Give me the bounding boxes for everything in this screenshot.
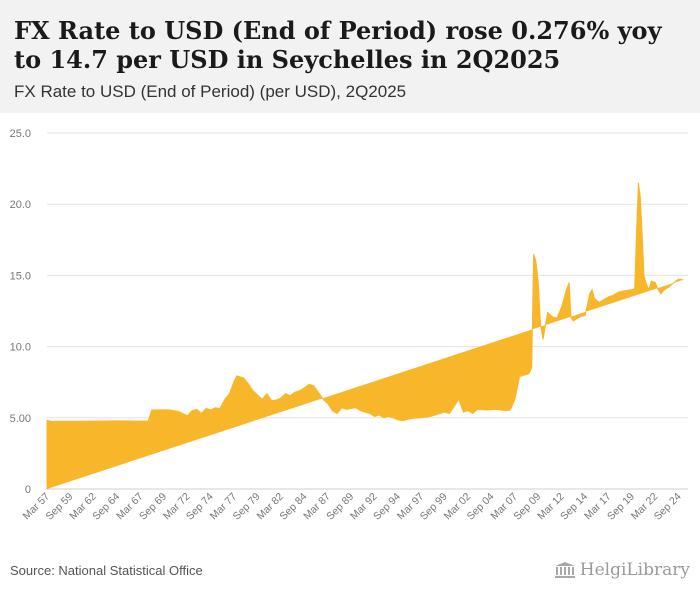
fx-rate-area-series <box>46 182 684 489</box>
y-tick-label: 0 <box>25 484 31 496</box>
y-tick-label: 25.0 <box>10 128 31 140</box>
chart-subtitle: FX Rate to USD (End of Period) (per USD)… <box>14 82 407 101</box>
logo-text: HelgiLibrary <box>579 560 690 580</box>
y-tick-label: 15.0 <box>10 270 31 282</box>
y-tick-label: 20.0 <box>10 199 31 211</box>
chart-title: FX Rate to USD (End of Period) rose 0.27… <box>14 16 662 74</box>
helgilibrary-logo: HelgiLibrary <box>554 560 690 580</box>
chart-panel: 0 5.00 10.0 15.0 20.0 25.0 Mar 57 Sep 59 Mar 62 S… <box>0 113 700 596</box>
source-note: Source: National Statistical Office <box>10 563 203 578</box>
y-tick-label: 10.0 <box>10 342 31 354</box>
library-columns-icon <box>554 562 575 578</box>
y-tick-label: 5.00 <box>10 413 31 425</box>
